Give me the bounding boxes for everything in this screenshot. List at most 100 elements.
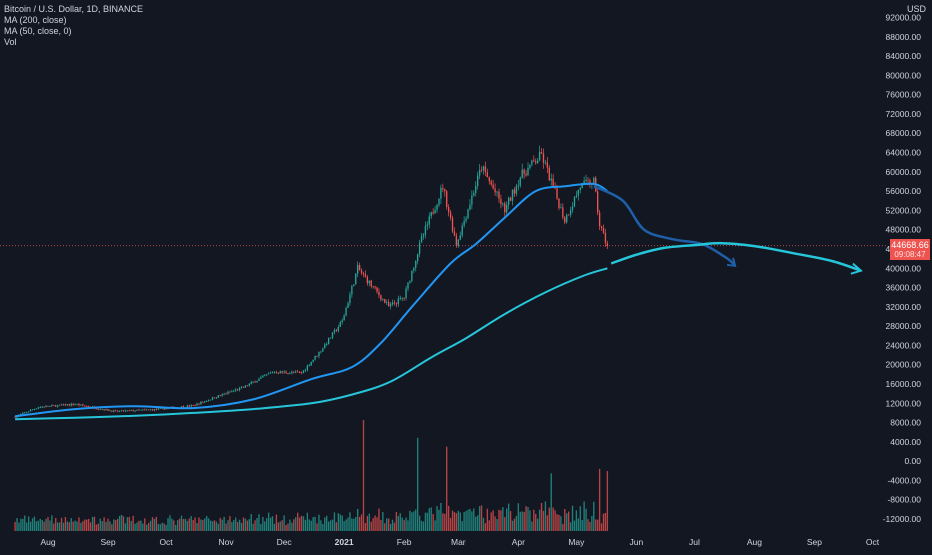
candle-body — [120, 410, 123, 412]
candle-body — [231, 391, 233, 392]
candle-body — [97, 408, 99, 410]
volume-bar — [477, 515, 479, 531]
volume-bar — [163, 523, 165, 531]
arrowhead-bottom — [850, 262, 863, 275]
candle-body — [39, 407, 41, 408]
volume-bar — [260, 524, 262, 531]
price-tick-label: 72000.00 — [886, 109, 922, 119]
candle-body — [517, 185, 519, 187]
volume-bar — [240, 522, 243, 531]
candle-body — [306, 365, 309, 370]
volume-bar — [587, 519, 589, 531]
volume-bar — [109, 521, 111, 531]
volume-bar — [542, 510, 545, 531]
volume-bar — [533, 509, 535, 531]
volume-bar — [602, 513, 605, 531]
candle-body — [523, 169, 525, 174]
volume-bar — [440, 502, 442, 531]
price-tick-label: -4000.00 — [887, 475, 921, 485]
volume-bar — [401, 517, 403, 531]
volume-bar — [256, 517, 258, 531]
volume-bar — [368, 513, 370, 531]
candle-body — [144, 409, 146, 411]
candle-body — [409, 280, 411, 283]
volume-bar — [200, 519, 202, 531]
candle-body — [449, 212, 452, 218]
volume-bar — [37, 520, 39, 531]
candle-body — [397, 298, 399, 305]
candle-body — [465, 218, 467, 221]
candle-body — [382, 299, 384, 300]
volume-bar — [287, 523, 289, 531]
price-tick-label: 56000.00 — [886, 186, 922, 196]
volume-bar — [457, 510, 459, 531]
volume-bar — [126, 517, 129, 531]
time-tick-label: May — [568, 537, 585, 547]
candle-body — [180, 406, 183, 408]
candle-body — [360, 270, 363, 273]
volume-bar — [271, 516, 274, 531]
candle-body — [43, 406, 45, 408]
price-tick-label: 12000.00 — [886, 398, 922, 408]
candle-body — [204, 401, 206, 403]
volume-bar — [382, 512, 384, 531]
candle-body — [364, 274, 367, 277]
volume-bar — [432, 514, 434, 531]
candle-body — [300, 372, 303, 373]
volume-bar — [107, 518, 109, 531]
candle-body — [55, 405, 57, 407]
price-tick-label: 92000.00 — [886, 13, 922, 23]
volume-bar — [24, 515, 26, 531]
candle-body — [335, 329, 338, 331]
volume-bar — [151, 517, 154, 531]
volume-bar — [529, 510, 531, 531]
volume-bar — [122, 516, 125, 531]
volume-bar — [227, 520, 229, 531]
volume-bar — [571, 505, 574, 531]
volume-bar — [504, 517, 506, 531]
volume-bar — [254, 520, 256, 531]
candle-body — [507, 197, 510, 205]
candle-body — [136, 409, 138, 411]
candle-body — [49, 405, 51, 407]
candle-body — [86, 406, 88, 407]
chart-legend: Bitcoin / U.S. Dollar, 1D, BINANCE MA (2… — [4, 4, 143, 48]
time-tick-label: Dec — [277, 537, 293, 547]
candle-body — [513, 189, 516, 194]
candle-body — [188, 405, 190, 407]
volume-bar — [573, 520, 576, 531]
volume-bar — [399, 513, 401, 531]
volume-bar — [517, 503, 519, 531]
volume-bar — [165, 525, 167, 531]
candle-body — [58, 404, 61, 406]
candle-body — [560, 207, 562, 209]
candle-body — [132, 410, 134, 412]
candle-body — [219, 395, 221, 397]
volume-bar — [27, 516, 30, 531]
candle-body — [550, 178, 552, 181]
time-tick-label: Jun — [630, 537, 644, 547]
candle-body — [440, 187, 442, 199]
candle-body — [527, 167, 529, 176]
candle-body — [291, 371, 293, 373]
volume-bar — [153, 518, 156, 531]
candle-body — [33, 408, 36, 410]
volume-bar — [327, 521, 330, 531]
candle-body — [467, 209, 469, 219]
candle-body — [362, 272, 365, 275]
candle-body — [589, 180, 591, 185]
volume-bar — [80, 522, 82, 531]
volume-bar — [66, 521, 69, 531]
volume-bar — [267, 512, 270, 531]
volume-bar — [575, 510, 578, 531]
candle-body — [521, 169, 523, 178]
volume-bar — [598, 468, 601, 531]
volume-bar — [242, 517, 245, 531]
volume-bar — [306, 512, 309, 531]
volume-bar — [395, 511, 398, 531]
candle-body — [99, 409, 101, 411]
candle-body — [606, 243, 609, 246]
